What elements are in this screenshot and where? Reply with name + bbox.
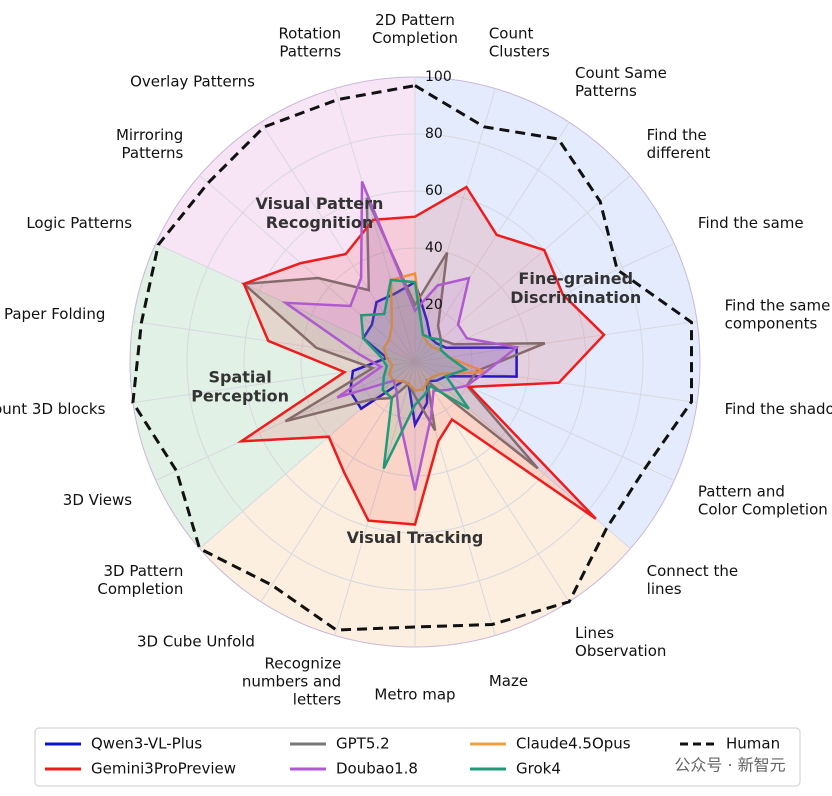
legend-box bbox=[34, 727, 801, 787]
region-label: Visual Tracking bbox=[347, 528, 484, 547]
spoke bbox=[414, 320, 698, 363]
legend-label: Qwen3-VL-Plus bbox=[91, 735, 202, 753]
category-label: Find the different bbox=[647, 125, 711, 161]
category-label: Rotation Patterns bbox=[278, 24, 341, 60]
legend-label: GPT5.2 bbox=[336, 735, 390, 753]
legend-label: Doubao1.8 bbox=[336, 760, 418, 778]
r-tick-label: 80 bbox=[425, 126, 443, 142]
legend: Qwen3-VL-Plus GPT5.2 Claude4.5Opus Human Gem… bbox=[45, 735, 780, 778]
category-label: Find the same components bbox=[725, 296, 831, 332]
spoke bbox=[414, 121, 570, 363]
legend-label: Grok4 bbox=[516, 760, 561, 778]
category-label: Lines Observation bbox=[575, 624, 666, 660]
series-area bbox=[382, 272, 486, 392]
r-tick-label: 40 bbox=[425, 240, 443, 256]
legend-label: Gemini3ProPreview bbox=[91, 760, 236, 778]
spoke bbox=[199, 174, 416, 363]
category-label: Overlay Patterns bbox=[130, 72, 255, 90]
spoke bbox=[260, 121, 416, 363]
spoke bbox=[132, 361, 416, 404]
spoke bbox=[414, 361, 496, 636]
spoke bbox=[260, 361, 416, 603]
category-label: Metro map bbox=[374, 686, 455, 704]
region-label: Visual Pattern Recognition bbox=[256, 193, 384, 231]
category-label: 2D Pattern Completion bbox=[372, 11, 458, 47]
spoke bbox=[334, 88, 416, 363]
region-label: Fine-grained Discrimination bbox=[510, 268, 641, 306]
spoke bbox=[414, 174, 631, 363]
category-label: 3D Views bbox=[63, 491, 132, 509]
spoke bbox=[414, 243, 675, 363]
reference-line bbox=[131, 84, 693, 632]
series-area bbox=[359, 278, 470, 470]
spoke bbox=[334, 361, 416, 636]
labels: Fine-grained Discrimination Visual Trackin… bbox=[0, 11, 832, 709]
category-label: Connect the lines bbox=[647, 562, 738, 598]
category-label: Paper Folding bbox=[4, 305, 105, 323]
r-tick-label: 20 bbox=[425, 297, 443, 313]
category-label: Mirroring Patterns bbox=[116, 125, 184, 161]
region bbox=[415, 77, 700, 549]
region-label: Spatial Perception bbox=[191, 367, 289, 405]
r-tick-label: 60 bbox=[425, 183, 443, 199]
series-area bbox=[240, 197, 546, 470]
watermark: 公众号 · 新智元 bbox=[674, 756, 785, 775]
region bbox=[129, 243, 415, 549]
category-label: Count Clusters bbox=[489, 24, 550, 60]
category-label: Count Same Patterns bbox=[575, 63, 667, 99]
category-label: Recognize numbers and letters bbox=[242, 654, 342, 708]
spoke bbox=[414, 361, 570, 603]
category-label: 3D Pattern Completion bbox=[97, 562, 183, 598]
region bbox=[155, 77, 415, 362]
spoke bbox=[199, 361, 416, 550]
series bbox=[131, 84, 693, 632]
category-label: 3D Cube Unfold bbox=[137, 633, 255, 651]
category-label: Find the shadow bbox=[725, 400, 832, 418]
category-label: Count 3D blocks bbox=[0, 400, 106, 418]
category-label: Pattern and Color Completion bbox=[698, 482, 828, 518]
legend-label: Claude4.5Opus bbox=[516, 735, 631, 753]
regions bbox=[129, 77, 700, 647]
legend-label: Human bbox=[726, 735, 780, 753]
spoke bbox=[414, 88, 496, 363]
series-area bbox=[236, 185, 606, 526]
spoke bbox=[414, 361, 675, 481]
spoke bbox=[132, 320, 416, 363]
category-label: Maze bbox=[489, 672, 528, 690]
series-area bbox=[281, 181, 520, 491]
category-label: Find the same bbox=[698, 214, 804, 232]
r-tick-label: 100 bbox=[425, 69, 452, 85]
category-label: Logic Patterns bbox=[26, 214, 132, 232]
